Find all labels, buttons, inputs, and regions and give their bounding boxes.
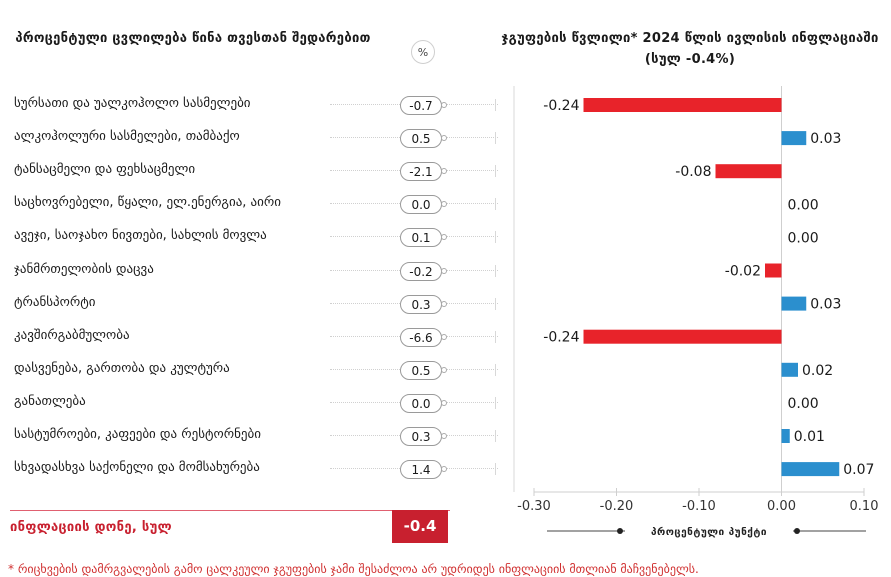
category-label: სხვადასხვა საქონელი და მომსახურება bbox=[14, 460, 260, 476]
category-row: სასტუმროები, კაფეები და რესტორნები 0.3 bbox=[0, 423, 500, 449]
badge-dot bbox=[441, 466, 447, 473]
badge-dot bbox=[441, 333, 447, 340]
x-axis-title: პროცენტული პუნქტი bbox=[651, 526, 767, 538]
bar-value-label: 0.00 bbox=[788, 197, 819, 213]
category-row: ალკოჰოლური სასმელები, თამბაქო 0.5 bbox=[0, 125, 500, 151]
category-row: სხვადასხვა საქონელი და მომსახურება 1.4 bbox=[0, 456, 500, 482]
category-row: ავეჯი, საოჯახო ნივთები, სახლის მოვლა 0.1 bbox=[0, 224, 500, 250]
row-tick bbox=[495, 430, 496, 442]
category-row: დასვენება, გართობა და კულტურა 0.5 bbox=[0, 357, 500, 383]
category-label: ალკოჰოლური სასმელები, თამბაქო bbox=[14, 129, 240, 145]
category-row: ტანსაცმელი და ფეხსაცმელი -2.1 bbox=[0, 158, 500, 184]
total-label: ინფლაციის დონე, სულ bbox=[10, 520, 172, 535]
badge-dot bbox=[441, 135, 447, 142]
category-label: სასტუმროები, კაფეები და რესტორნები bbox=[14, 427, 261, 442]
pct-change-badge: 0.0 bbox=[400, 195, 442, 215]
row-tick bbox=[495, 463, 496, 476]
bar bbox=[781, 429, 790, 443]
bar bbox=[781, 362, 798, 377]
footnote: * რიცხვების დამრგვალების გამო ცალკეული ჯ… bbox=[8, 562, 699, 576]
x-tick-label: 0.10 bbox=[850, 499, 879, 514]
bar-value-label: 0.07 bbox=[843, 462, 874, 478]
category-row: განათლება 0.0 bbox=[0, 390, 500, 416]
row-tick bbox=[495, 231, 496, 244]
badge-dot bbox=[441, 267, 447, 274]
x-tick-label: -0.30 bbox=[517, 499, 551, 514]
row-tick bbox=[495, 132, 496, 145]
bar bbox=[715, 164, 782, 179]
bar bbox=[583, 98, 782, 112]
bar-value-label: -0.08 bbox=[675, 164, 711, 180]
x-tick-label: -0.10 bbox=[682, 499, 716, 514]
chart-title: ჯგუფების წვლილი* 2024 წლის ივლისის ინფლა… bbox=[501, 31, 879, 67]
category-label: კავშირგაბმულობა bbox=[14, 327, 130, 343]
axis-caption-dot-right bbox=[794, 528, 800, 534]
percent-header-badge: % bbox=[411, 40, 435, 64]
bar bbox=[781, 296, 807, 311]
row-tick bbox=[495, 165, 496, 178]
x-tick-label: -0.20 bbox=[600, 499, 634, 514]
category-label: ჯანმრთელობის დაცვა bbox=[14, 261, 154, 277]
category-row: სურსათი და უალკოჰოლო სასმელები -0.7 bbox=[0, 92, 500, 118]
total-value-badge: -0.4 bbox=[392, 510, 448, 543]
category-row: კავშირგაბმულობა -6.6 bbox=[0, 324, 500, 350]
category-row: ტრანსპორტი 0.3 bbox=[0, 291, 500, 317]
left-panel-title: პროცენტული ცვლილება წინა თვესთან შედარებ… bbox=[15, 31, 371, 46]
category-label: ტანსაცმელი და ფეხსაცმელი bbox=[14, 162, 196, 178]
category-label: სურსათი და უალკოჰოლო სასმელები bbox=[14, 96, 251, 111]
bar-value-label: 0.03 bbox=[810, 131, 841, 147]
category-label: დასვენება, გართობა და კულტურა bbox=[14, 360, 230, 376]
category-label: ტრანსპორტი bbox=[14, 294, 96, 310]
row-tick bbox=[495, 396, 496, 409]
row-tick bbox=[495, 330, 496, 343]
bar bbox=[583, 329, 782, 344]
pct-change-badge: -0.2 bbox=[400, 261, 442, 281]
category-label: საცხოვრებელი, წყალი, ელ.ენერგია, აირი bbox=[14, 195, 281, 211]
pct-change-badge: -6.6 bbox=[400, 327, 442, 347]
row-tick bbox=[495, 198, 496, 211]
row-tick bbox=[495, 363, 496, 376]
row-tick bbox=[495, 99, 496, 111]
row-tick bbox=[495, 264, 496, 277]
bar-value-label: 0.02 bbox=[802, 363, 833, 379]
category-label: განათლება bbox=[14, 393, 86, 409]
bar-value-label: -0.24 bbox=[543, 98, 579, 114]
total-divider bbox=[10, 510, 450, 511]
badge-dot bbox=[441, 300, 447, 307]
pct-change-badge: -2.1 bbox=[400, 162, 442, 182]
row-tick bbox=[495, 297, 496, 310]
badge-dot bbox=[441, 399, 447, 406]
pct-change-badge: 0.1 bbox=[400, 228, 442, 248]
bar bbox=[781, 131, 807, 146]
badge-dot bbox=[441, 366, 447, 373]
pct-change-badge: 0.3 bbox=[400, 427, 442, 446]
bar-value-label: -0.24 bbox=[543, 330, 579, 346]
badge-dot bbox=[441, 433, 447, 439]
bar-value-label: 0.00 bbox=[788, 230, 819, 246]
category-row: საცხოვრებელი, წყალი, ელ.ენერგია, აირი 0.0 bbox=[0, 191, 500, 217]
x-tick-label: 0.00 bbox=[767, 499, 796, 514]
bar-value-label: -0.02 bbox=[725, 264, 761, 280]
badge-dot bbox=[441, 201, 447, 208]
category-label: ავეჯი, საოჯახო ნივთები, სახლის მოვლა bbox=[14, 228, 267, 244]
bar-value-label: 0.00 bbox=[788, 396, 819, 412]
badge-dot bbox=[441, 168, 447, 175]
bar-value-label: 0.01 bbox=[794, 429, 825, 445]
badge-dot bbox=[441, 102, 447, 108]
bar bbox=[765, 263, 782, 278]
badge-dot bbox=[441, 234, 447, 241]
bar bbox=[781, 462, 840, 477]
pct-change-badge: -0.7 bbox=[400, 96, 442, 115]
category-row: ჯანმრთელობის დაცვა -0.2 bbox=[0, 258, 500, 284]
axis-caption-bg bbox=[625, 522, 793, 540]
bar-value-label: 0.03 bbox=[810, 297, 841, 313]
axis-caption-dot-left bbox=[617, 528, 623, 534]
